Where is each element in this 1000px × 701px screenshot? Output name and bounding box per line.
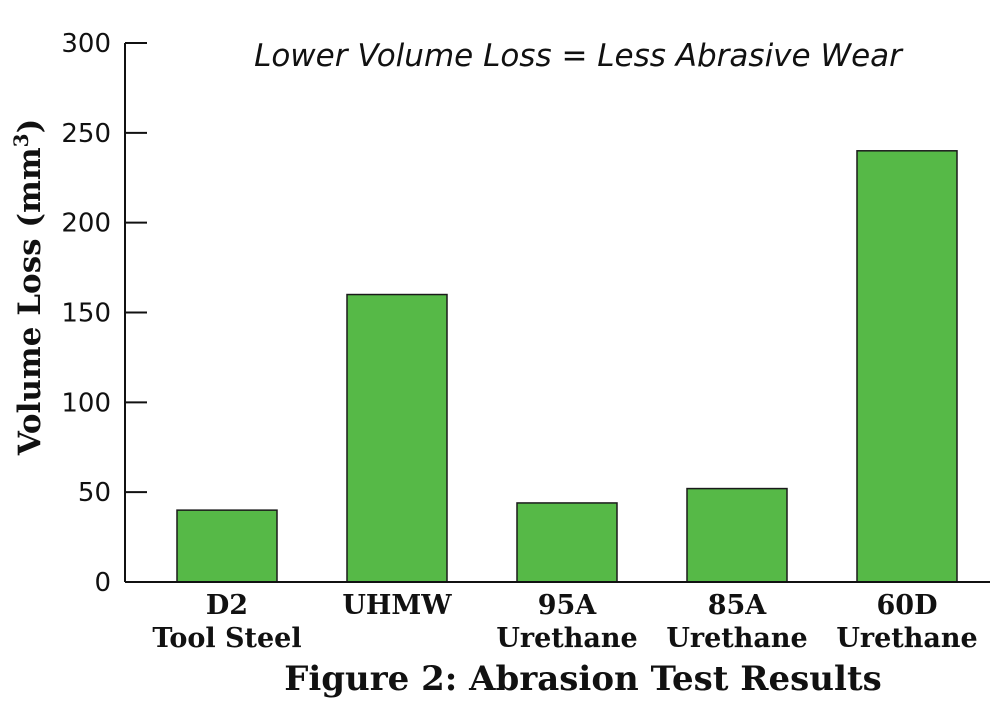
y-axis-title: Volume Loss (mm3) [9,119,48,457]
bar [686,487,788,583]
x-category-label: 95A [538,590,598,621]
y-tick-label: 0 [94,568,111,598]
y-tick-label: 200 [61,209,111,239]
bar [346,293,448,583]
x-category-label: Tool Steel [152,623,301,654]
y-axis-title-superscript: 3 [9,133,33,147]
x-category-label: Urethane [836,623,977,654]
figure-title: Figure 2: Abrasion Test Results [284,659,882,699]
x-category-label: D2 [206,590,248,621]
y-tick-label: 250 [61,119,111,149]
x-category-label: Urethane [496,623,637,654]
y-tick-label: 150 [61,299,111,329]
y-tick-label: 50 [78,478,111,508]
bars [176,150,958,583]
bar [176,509,278,583]
y-axis-title-close: ) [12,119,48,134]
y-axis-title-main: Volume Loss (mm [12,147,48,456]
x-category-label: 60D [877,590,938,621]
x-category-label: UHMW [342,590,452,621]
x-category-label: 85A [708,590,768,621]
bar [516,502,618,583]
y-tick-label: 300 [61,29,111,59]
x-category-label: Urethane [666,623,807,654]
bar [856,150,958,583]
y-tick-label: 100 [61,388,111,418]
chart-annotation: Lower Volume Loss = Less Abrasive Wear [254,38,904,74]
y-axis: 0 50 100 150 200 250 300 [61,29,147,598]
